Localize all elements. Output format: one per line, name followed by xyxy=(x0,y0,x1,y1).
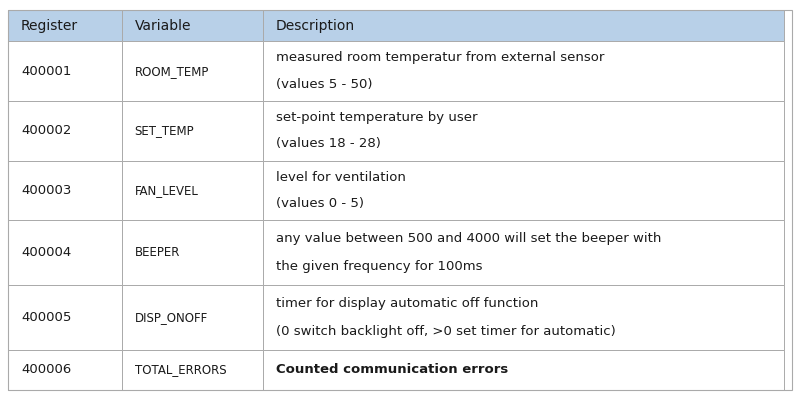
Text: 400006: 400006 xyxy=(21,363,71,377)
Bar xyxy=(122,349,262,390)
Text: 400004: 400004 xyxy=(21,246,71,259)
Bar xyxy=(122,41,262,101)
Bar xyxy=(8,101,122,161)
Bar xyxy=(122,101,262,161)
Text: 400003: 400003 xyxy=(21,184,71,197)
Text: (0 switch backlight off, >0 set timer for automatic): (0 switch backlight off, >0 set timer fo… xyxy=(276,325,615,338)
Text: level for ventilation: level for ventilation xyxy=(276,171,406,184)
Text: ROOM_TEMP: ROOM_TEMP xyxy=(134,64,209,78)
Text: 400002: 400002 xyxy=(21,124,71,137)
Text: the given frequency for 100ms: the given frequency for 100ms xyxy=(276,260,482,273)
Bar xyxy=(8,285,122,349)
Bar xyxy=(262,161,784,220)
Text: (values 18 - 28): (values 18 - 28) xyxy=(276,137,381,150)
Text: DISP_ONOFF: DISP_ONOFF xyxy=(134,311,208,324)
Text: 400005: 400005 xyxy=(21,311,71,324)
Bar xyxy=(262,285,784,349)
Text: 400001: 400001 xyxy=(21,64,71,78)
Text: SET_TEMP: SET_TEMP xyxy=(134,124,194,137)
Text: timer for display automatic off function: timer for display automatic off function xyxy=(276,297,538,310)
Bar xyxy=(262,220,784,285)
Bar xyxy=(8,349,122,390)
Text: measured room temperatur from external sensor: measured room temperatur from external s… xyxy=(276,51,604,64)
Text: TOTAL_ERRORS: TOTAL_ERRORS xyxy=(134,363,226,377)
Bar xyxy=(8,161,122,220)
Bar xyxy=(122,220,262,285)
Text: any value between 500 and 4000 will set the beeper with: any value between 500 and 4000 will set … xyxy=(276,232,661,245)
Text: Description: Description xyxy=(276,19,355,33)
Text: Register: Register xyxy=(21,19,78,33)
Bar xyxy=(122,285,262,349)
Bar xyxy=(122,161,262,220)
Bar xyxy=(262,349,784,390)
Bar xyxy=(262,101,784,161)
Text: (values 5 - 50): (values 5 - 50) xyxy=(276,78,372,91)
Text: set-point temperature by user: set-point temperature by user xyxy=(276,111,478,124)
Bar xyxy=(8,10,122,41)
Bar xyxy=(8,41,122,101)
Bar xyxy=(122,10,262,41)
Text: FAN_LEVEL: FAN_LEVEL xyxy=(134,184,198,197)
Text: (values 0 - 5): (values 0 - 5) xyxy=(276,197,364,210)
Text: Counted communication errors: Counted communication errors xyxy=(276,363,508,377)
Bar xyxy=(8,220,122,285)
Bar xyxy=(262,10,784,41)
Bar xyxy=(262,41,784,101)
Text: BEEPER: BEEPER xyxy=(134,246,180,259)
Text: Variable: Variable xyxy=(134,19,191,33)
